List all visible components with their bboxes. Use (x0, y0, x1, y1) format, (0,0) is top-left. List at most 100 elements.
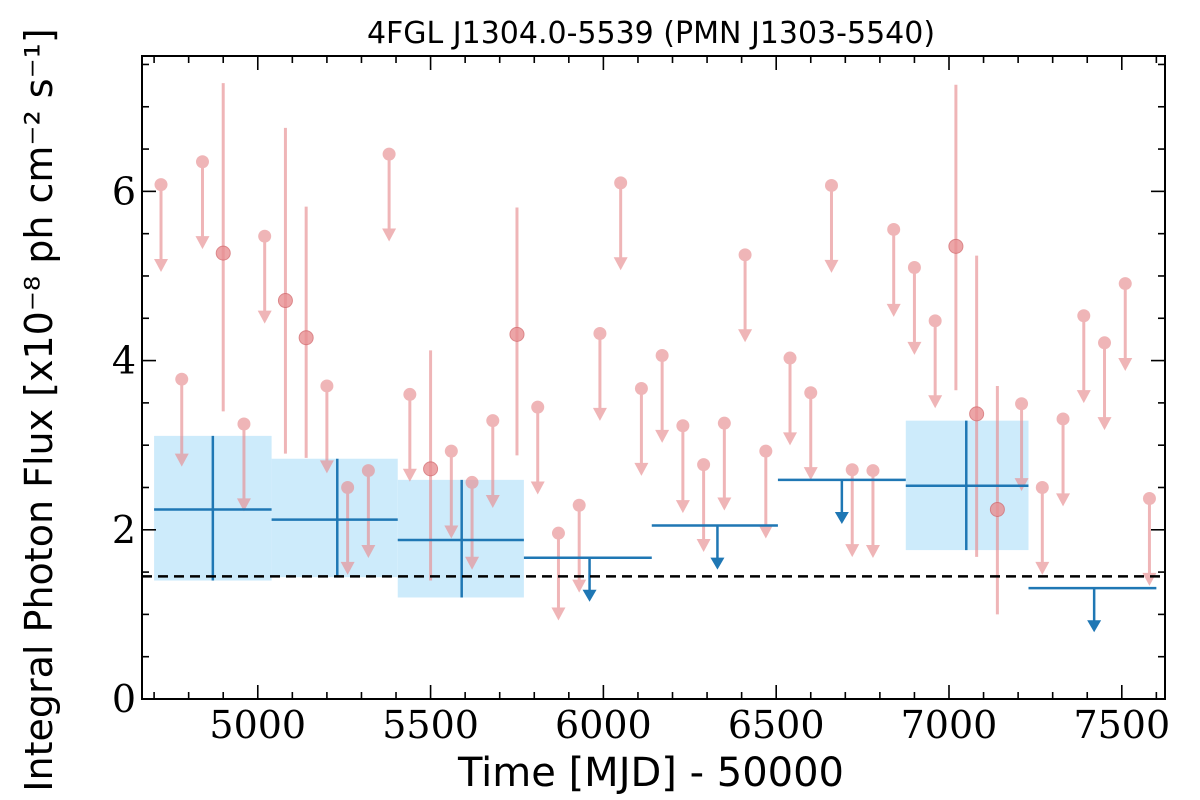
fine-upper-limit-9 (402, 387, 417, 482)
fine-upper-limit-28 (845, 463, 860, 558)
fine-ul-arrowhead (758, 525, 773, 539)
fine-upper-limit-14 (551, 526, 566, 621)
fine-ul-marker (1056, 412, 1070, 426)
fine-upper-limit-8 (382, 147, 397, 242)
fine-ul-arrowhead (907, 341, 922, 355)
fine-detection-1 (277, 127, 293, 454)
fine-ul-marker (1142, 491, 1156, 505)
fine-upper-limit-36 (1076, 309, 1091, 404)
y-axis-label: Integral Photon Flux [x10⁻⁸ ph cm⁻² s⁻¹] (17, 28, 61, 791)
fine-ul-arrowhead (803, 467, 818, 481)
fine-ul-marker (258, 229, 272, 243)
fine-ul-arrowhead (696, 539, 711, 553)
fine-detection-marker (277, 293, 293, 309)
fine-ul-arrowhead (634, 462, 649, 476)
fine-ul-marker (341, 480, 355, 494)
fine-ul-arrowhead (1056, 493, 1071, 507)
fine-ul-arrowhead (154, 258, 169, 272)
fine-upper-limit-35 (1056, 412, 1071, 507)
fine-ul-marker (320, 379, 334, 393)
fine-upper-limit-30 (886, 222, 901, 317)
fine-ul-arrowhead (340, 561, 355, 575)
fine-upper-limit-1 (174, 372, 189, 467)
fine-ul-marker (1077, 309, 1091, 323)
fine-upper-limit-5 (319, 379, 334, 474)
fine-ul-marker (887, 222, 901, 236)
fine-upper-limit-12 (485, 414, 500, 509)
fine-detection-6 (969, 255, 985, 557)
fine-ul-arrowhead (783, 432, 798, 446)
fine-upper-limit-31 (907, 261, 922, 355)
coarse-ul-arrowhead (582, 589, 597, 602)
x-tick-label: 7500 (1073, 703, 1170, 747)
fine-ul-marker (175, 372, 189, 386)
fine-upper-limit-26 (803, 386, 818, 481)
fine-ul-marker (1015, 397, 1029, 411)
fine-ul-arrowhead (236, 498, 251, 512)
fine-upper-limit-22 (717, 416, 732, 511)
fine-ul-arrowhead (257, 310, 272, 324)
fine-ul-arrowhead (174, 453, 189, 467)
fine-ul-marker (1098, 336, 1112, 350)
fine-upper-limit-7 (361, 464, 376, 558)
fine-ul-arrowhead (592, 407, 607, 421)
fine-upper-limit-37 (1097, 336, 1112, 431)
fine-ul-marker (697, 458, 711, 472)
fine-upper-limit-23 (738, 248, 753, 343)
fine-ul-arrowhead (1097, 417, 1112, 431)
fine-ul-marker (382, 147, 396, 161)
fine-upper-limit-29 (865, 464, 880, 558)
fine-ul-marker (551, 526, 565, 540)
fine-ul-arrowhead (738, 329, 753, 343)
fine-ul-arrowhead (1118, 357, 1133, 371)
fine-ul-arrowhead (865, 544, 880, 558)
fine-upper-limit-0 (154, 178, 169, 272)
fine-detection-marker (298, 330, 314, 346)
axis-ticks: 5000 5500 6000 6500 7000 7500 0 2 4 6 (112, 56, 1170, 747)
fine-upper-limit-39 (1142, 491, 1157, 586)
fine-ul-marker (237, 417, 251, 431)
fine-upper-limit-2 (195, 155, 210, 250)
y-tick-label: 6 (112, 169, 136, 213)
fine-ul-marker (1118, 277, 1132, 291)
fine-ul-marker (634, 381, 648, 395)
fine-ul-arrowhead (1076, 390, 1091, 404)
fine-detection-0 (215, 83, 231, 412)
fine-ul-marker (655, 349, 669, 363)
fine-ul-arrowhead (444, 525, 459, 539)
fine-ul-marker (154, 178, 168, 192)
coarse-ul-arrowhead (1087, 620, 1102, 633)
fine-ul-marker (759, 444, 773, 458)
fine-ul-marker (824, 178, 838, 192)
fine-upper-limit-20 (675, 419, 690, 514)
fine-ul-arrowhead (382, 228, 397, 242)
coarse-detection-0 (154, 435, 272, 581)
fine-upper-limit-25 (783, 351, 798, 446)
coarse-ul-arrowhead (834, 511, 849, 524)
x-tick-label: 7000 (901, 703, 998, 747)
fine-ul-marker (866, 464, 880, 478)
fine-ul-marker (717, 416, 731, 430)
fine-ul-arrowhead (195, 236, 210, 250)
fine-ul-arrowhead (402, 468, 417, 482)
plot-marks (142, 83, 1165, 633)
fine-ul-marker (928, 314, 942, 328)
fine-ul-marker (403, 387, 417, 401)
fine-upper-limit-6 (340, 480, 355, 575)
fine-ul-marker (907, 261, 921, 275)
coarse-ul-arrowhead (710, 557, 725, 570)
fine-ul-arrowhead (485, 495, 500, 509)
coarse-upper-limit-2 (777, 478, 906, 524)
x-tick-label: 5500 (382, 703, 479, 747)
fine-ul-marker (444, 444, 458, 458)
fine-upper-limit-13 (530, 400, 545, 495)
coarse-upper-limit-0 (523, 556, 652, 602)
fine-ul-arrowhead (572, 579, 587, 593)
fine-ul-arrowhead (319, 460, 334, 474)
y-tick-label: 4 (112, 339, 136, 383)
fine-ul-arrowhead (886, 303, 901, 317)
fine-ul-arrowhead (675, 500, 690, 514)
fine-upper-limit-34 (1035, 480, 1050, 575)
fine-upper-limit-24 (758, 444, 773, 539)
